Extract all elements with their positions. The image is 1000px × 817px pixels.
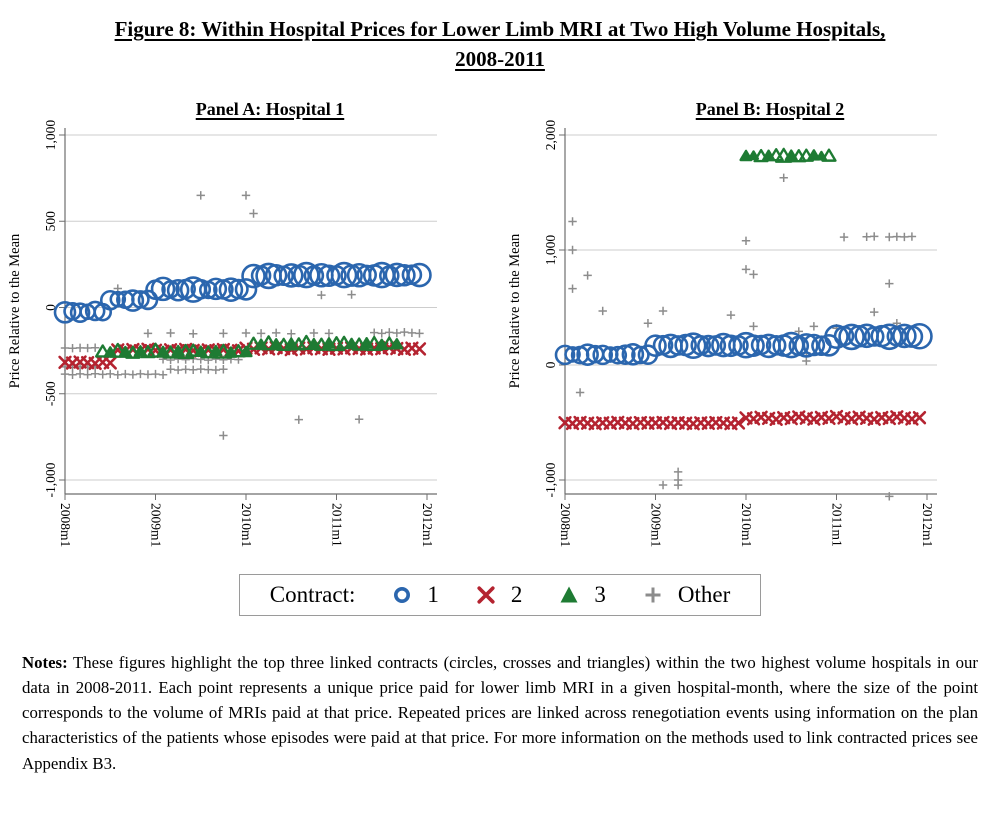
figure-title-line2: 2008-2011 [455, 47, 545, 72]
panel-a: Panel A: Hospital 1 1,000 500 0 -500 -1,000 2… [0, 91, 500, 572]
legend-item-1: 1 [389, 582, 439, 608]
series-contract-1 [554, 322, 933, 366]
svg-text:1,000: 1,000 [543, 234, 558, 265]
svg-text:2010m1: 2010m1 [739, 503, 754, 547]
panel-b: Panel B: Hospital 2 2,000 1,000 0 -1,000 200… [500, 91, 1000, 572]
legend-item-label: 3 [594, 581, 606, 607]
svg-text:1,000: 1,000 [43, 120, 58, 150]
legend-item-2: 2 [473, 581, 523, 608]
svg-text:500: 500 [43, 211, 58, 232]
legend-marker-circle-icon [394, 586, 411, 603]
svg-text:2008m1: 2008m1 [58, 503, 73, 547]
legend-item-label: Other [677, 581, 731, 607]
legend-item-3: 3 [556, 582, 606, 608]
svg-text:2,000: 2,000 [543, 120, 558, 150]
panel-a-title: Panel A: Hospital 1 [195, 98, 345, 119]
legend-marker-triangle-icon [560, 586, 578, 603]
svg-text:2009m1: 2009m1 [149, 503, 164, 547]
figure-title: Figure 8: Within Hospital Prices for Low… [20, 14, 980, 75]
svg-text:0: 0 [543, 361, 558, 368]
series-contract-1 [53, 261, 432, 324]
svg-text:Price Relative to the Mean: Price Relative to the Mean [507, 233, 523, 388]
legend-marker-plus-icon [645, 587, 661, 603]
axes [59, 127, 437, 500]
legend-marker-x-icon [477, 586, 495, 604]
svg-text:2008m1: 2008m1 [558, 503, 573, 547]
svg-text:0: 0 [43, 304, 58, 311]
notes-text: These figures highlight the top three li… [22, 652, 978, 773]
svg-text:2009m1: 2009m1 [649, 503, 664, 547]
svg-text:-500: -500 [43, 381, 58, 406]
svg-text:-1,000: -1,000 [543, 462, 558, 497]
axes [559, 127, 937, 500]
series-contract-3 [95, 334, 404, 359]
panels-row: Panel A: Hospital 1 1,000 500 0 -500 -1,000 2… [0, 91, 1000, 572]
svg-text:2010m1: 2010m1 [239, 503, 254, 547]
svg-text:2012m1: 2012m1 [420, 503, 435, 547]
series-contract-2 [558, 409, 927, 431]
svg-text:2011m1: 2011m1 [330, 503, 345, 547]
legend-item-label: 1 [427, 581, 439, 607]
legend-wrap: Contract: 1 2 3 Other [0, 573, 1000, 616]
gridlines [565, 134, 937, 481]
svg-text:2012m1: 2012m1 [920, 503, 935, 547]
svg-text:-1,000: -1,000 [43, 462, 58, 497]
notes-label: Notes: [22, 652, 68, 672]
legend-item-label: 2 [510, 581, 523, 607]
panel-b-title: Panel B: Hospital 2 [695, 98, 845, 119]
series-contract-3 [739, 147, 837, 163]
legend-label: Contract: [269, 581, 356, 607]
legend-box: Contract: 1 2 3 Other [238, 573, 762, 616]
svg-text:Price Relative to the Mean: Price Relative to the Mean [7, 233, 23, 388]
legend-item-other: Other [640, 582, 730, 608]
figure-title-line1: Figure 8: Within Hospital Prices for Low… [114, 17, 886, 41]
series-contract-other [60, 191, 424, 440]
svg-text:2011m1: 2011m1 [830, 503, 845, 547]
notes: Notes: These figures highlight the top t… [22, 650, 978, 776]
series-contract-other [568, 173, 917, 501]
